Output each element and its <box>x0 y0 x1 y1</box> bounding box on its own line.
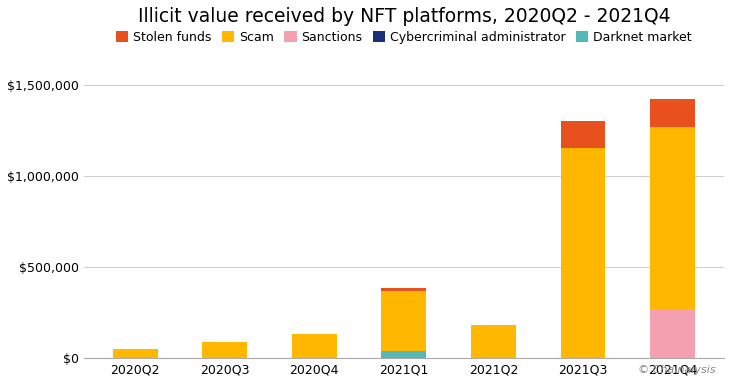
Bar <box>382 291 427 351</box>
Bar <box>561 149 605 358</box>
Bar <box>382 288 427 291</box>
Bar <box>113 349 158 358</box>
Bar <box>202 342 247 358</box>
Title: Illicit value received by NFT platforms, 2020Q2 - 2021Q4: Illicit value received by NFT platforms,… <box>137 7 670 26</box>
Bar <box>561 121 605 149</box>
Bar <box>292 334 337 358</box>
Text: © Chainalysis: © Chainalysis <box>638 365 716 375</box>
Legend: Stolen funds, Scam, Sanctions, Cybercriminal administrator, Darknet market: Stolen funds, Scam, Sanctions, Cybercrim… <box>111 26 697 49</box>
Bar <box>650 99 695 126</box>
Bar <box>471 326 516 358</box>
Bar <box>382 351 427 358</box>
Bar <box>650 309 695 358</box>
Bar <box>650 126 695 309</box>
